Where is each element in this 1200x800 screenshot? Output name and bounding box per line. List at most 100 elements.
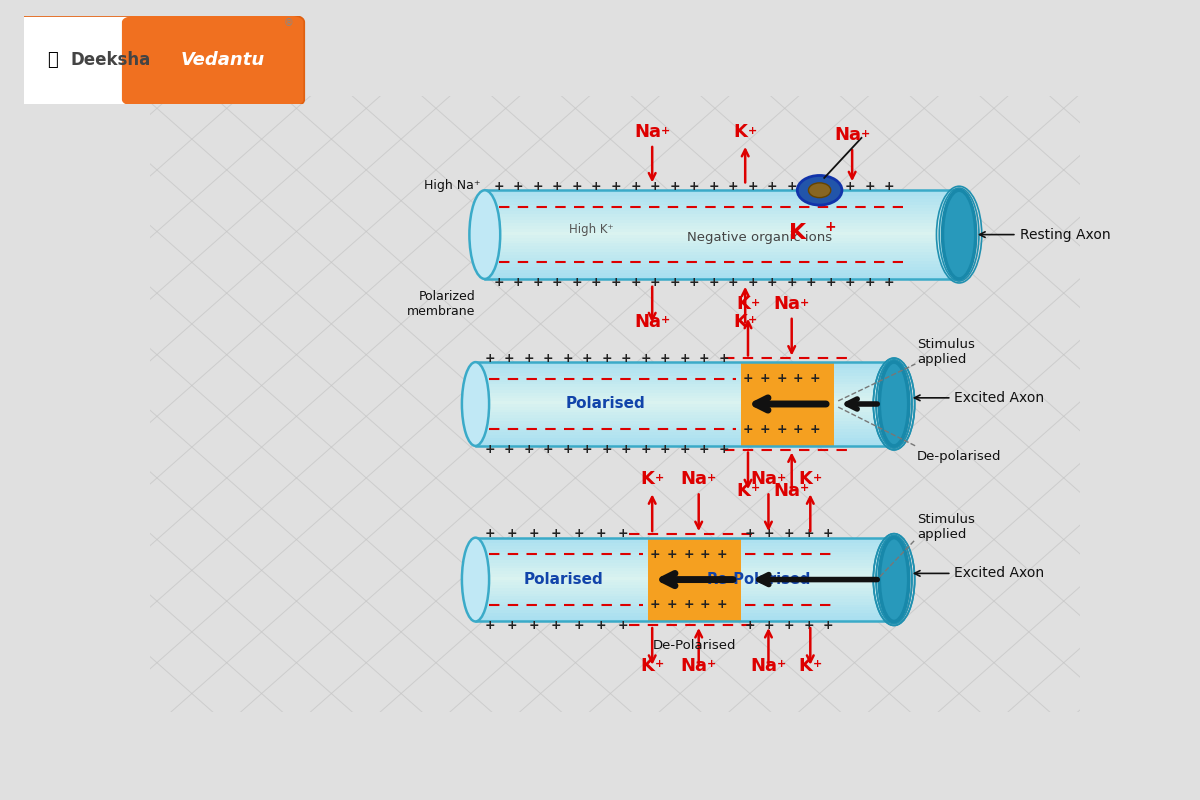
Text: +: + (845, 180, 856, 193)
Bar (475, 571, 894, 574)
Bar (485, 273, 959, 276)
Bar (485, 220, 959, 222)
Text: +: + (551, 618, 562, 632)
Text: +: + (776, 659, 786, 669)
Bar (475, 543, 894, 546)
Bar (475, 605, 894, 607)
Bar (485, 205, 959, 208)
Text: +: + (660, 314, 670, 325)
Text: +: + (784, 527, 794, 541)
Text: +: + (542, 443, 553, 456)
Text: K: K (737, 295, 750, 313)
Text: +: + (814, 659, 822, 669)
Text: +: + (751, 483, 760, 494)
Ellipse shape (462, 538, 490, 622)
Ellipse shape (880, 538, 908, 622)
Bar (485, 208, 959, 211)
Bar (475, 566, 894, 568)
Text: +: + (512, 180, 523, 193)
Bar (648, 538, 740, 622)
Text: K: K (641, 657, 654, 675)
Text: +: + (601, 352, 612, 365)
Text: Deeksha: Deeksha (71, 51, 150, 69)
Text: De-polarised: De-polarised (917, 450, 1002, 463)
Text: +: + (793, 372, 804, 386)
Text: +: + (493, 180, 504, 193)
Text: +: + (542, 352, 553, 365)
Text: +: + (649, 548, 660, 561)
Text: +: + (860, 129, 870, 139)
Text: +: + (611, 180, 622, 193)
Bar (475, 415, 894, 418)
Ellipse shape (469, 190, 500, 279)
Text: +: + (683, 548, 694, 561)
Text: +: + (800, 298, 809, 308)
Bar (485, 252, 959, 255)
Text: +: + (571, 180, 582, 193)
Text: +: + (764, 618, 775, 632)
Text: +: + (595, 618, 606, 632)
Text: +: + (529, 527, 540, 541)
Text: +: + (655, 659, 665, 669)
Bar (485, 211, 959, 214)
Text: +: + (649, 598, 660, 611)
Text: +: + (484, 352, 494, 365)
Text: Na: Na (680, 470, 708, 488)
Text: +: + (748, 126, 757, 136)
Text: +: + (484, 443, 494, 456)
Bar (475, 362, 894, 365)
Text: +: + (649, 180, 660, 193)
Text: +: + (727, 180, 738, 193)
Text: K: K (799, 657, 812, 675)
Bar (485, 270, 959, 273)
Bar (485, 250, 959, 252)
Bar (475, 421, 894, 423)
Text: K: K (733, 313, 748, 331)
Text: +: + (716, 598, 727, 611)
Text: Excited Axon: Excited Axon (914, 566, 1044, 581)
Text: K: K (788, 222, 805, 242)
Text: Stimulus
applied: Stimulus applied (917, 338, 976, 366)
Text: +: + (595, 527, 606, 541)
Bar (475, 418, 894, 421)
Text: Negative organic ions: Negative organic ions (686, 231, 832, 244)
Bar (475, 402, 894, 404)
Bar (475, 434, 894, 438)
Bar (485, 264, 959, 267)
Text: +: + (504, 352, 515, 365)
Text: Na: Na (834, 126, 862, 144)
Text: +: + (823, 618, 833, 632)
FancyBboxPatch shape (4, 15, 304, 106)
Text: +: + (826, 276, 836, 289)
Text: +: + (864, 180, 875, 193)
Text: +: + (552, 180, 563, 193)
Text: +: + (760, 422, 770, 436)
Text: +: + (666, 598, 677, 611)
Bar (475, 390, 894, 393)
Bar (485, 199, 959, 202)
Text: +: + (630, 276, 641, 289)
Text: +: + (751, 298, 760, 308)
Bar (475, 404, 894, 406)
Text: +: + (748, 276, 758, 289)
Bar (475, 552, 894, 554)
Bar (485, 229, 959, 232)
Text: +: + (484, 618, 494, 632)
Bar (475, 558, 894, 560)
Text: Excited Axon: Excited Axon (914, 391, 1044, 405)
Bar (475, 585, 894, 588)
Text: +: + (884, 180, 895, 193)
Bar (475, 387, 894, 390)
Text: +: + (641, 352, 652, 365)
Text: +: + (824, 220, 836, 234)
Text: Na: Na (750, 470, 778, 488)
Bar (485, 202, 959, 205)
Text: +: + (592, 276, 601, 289)
Text: +: + (698, 443, 709, 456)
Text: Polarised: Polarised (524, 572, 604, 587)
Text: +: + (666, 548, 677, 561)
Text: +: + (748, 314, 757, 325)
Text: +: + (571, 276, 582, 289)
Text: +: + (689, 276, 700, 289)
Bar (485, 196, 959, 199)
